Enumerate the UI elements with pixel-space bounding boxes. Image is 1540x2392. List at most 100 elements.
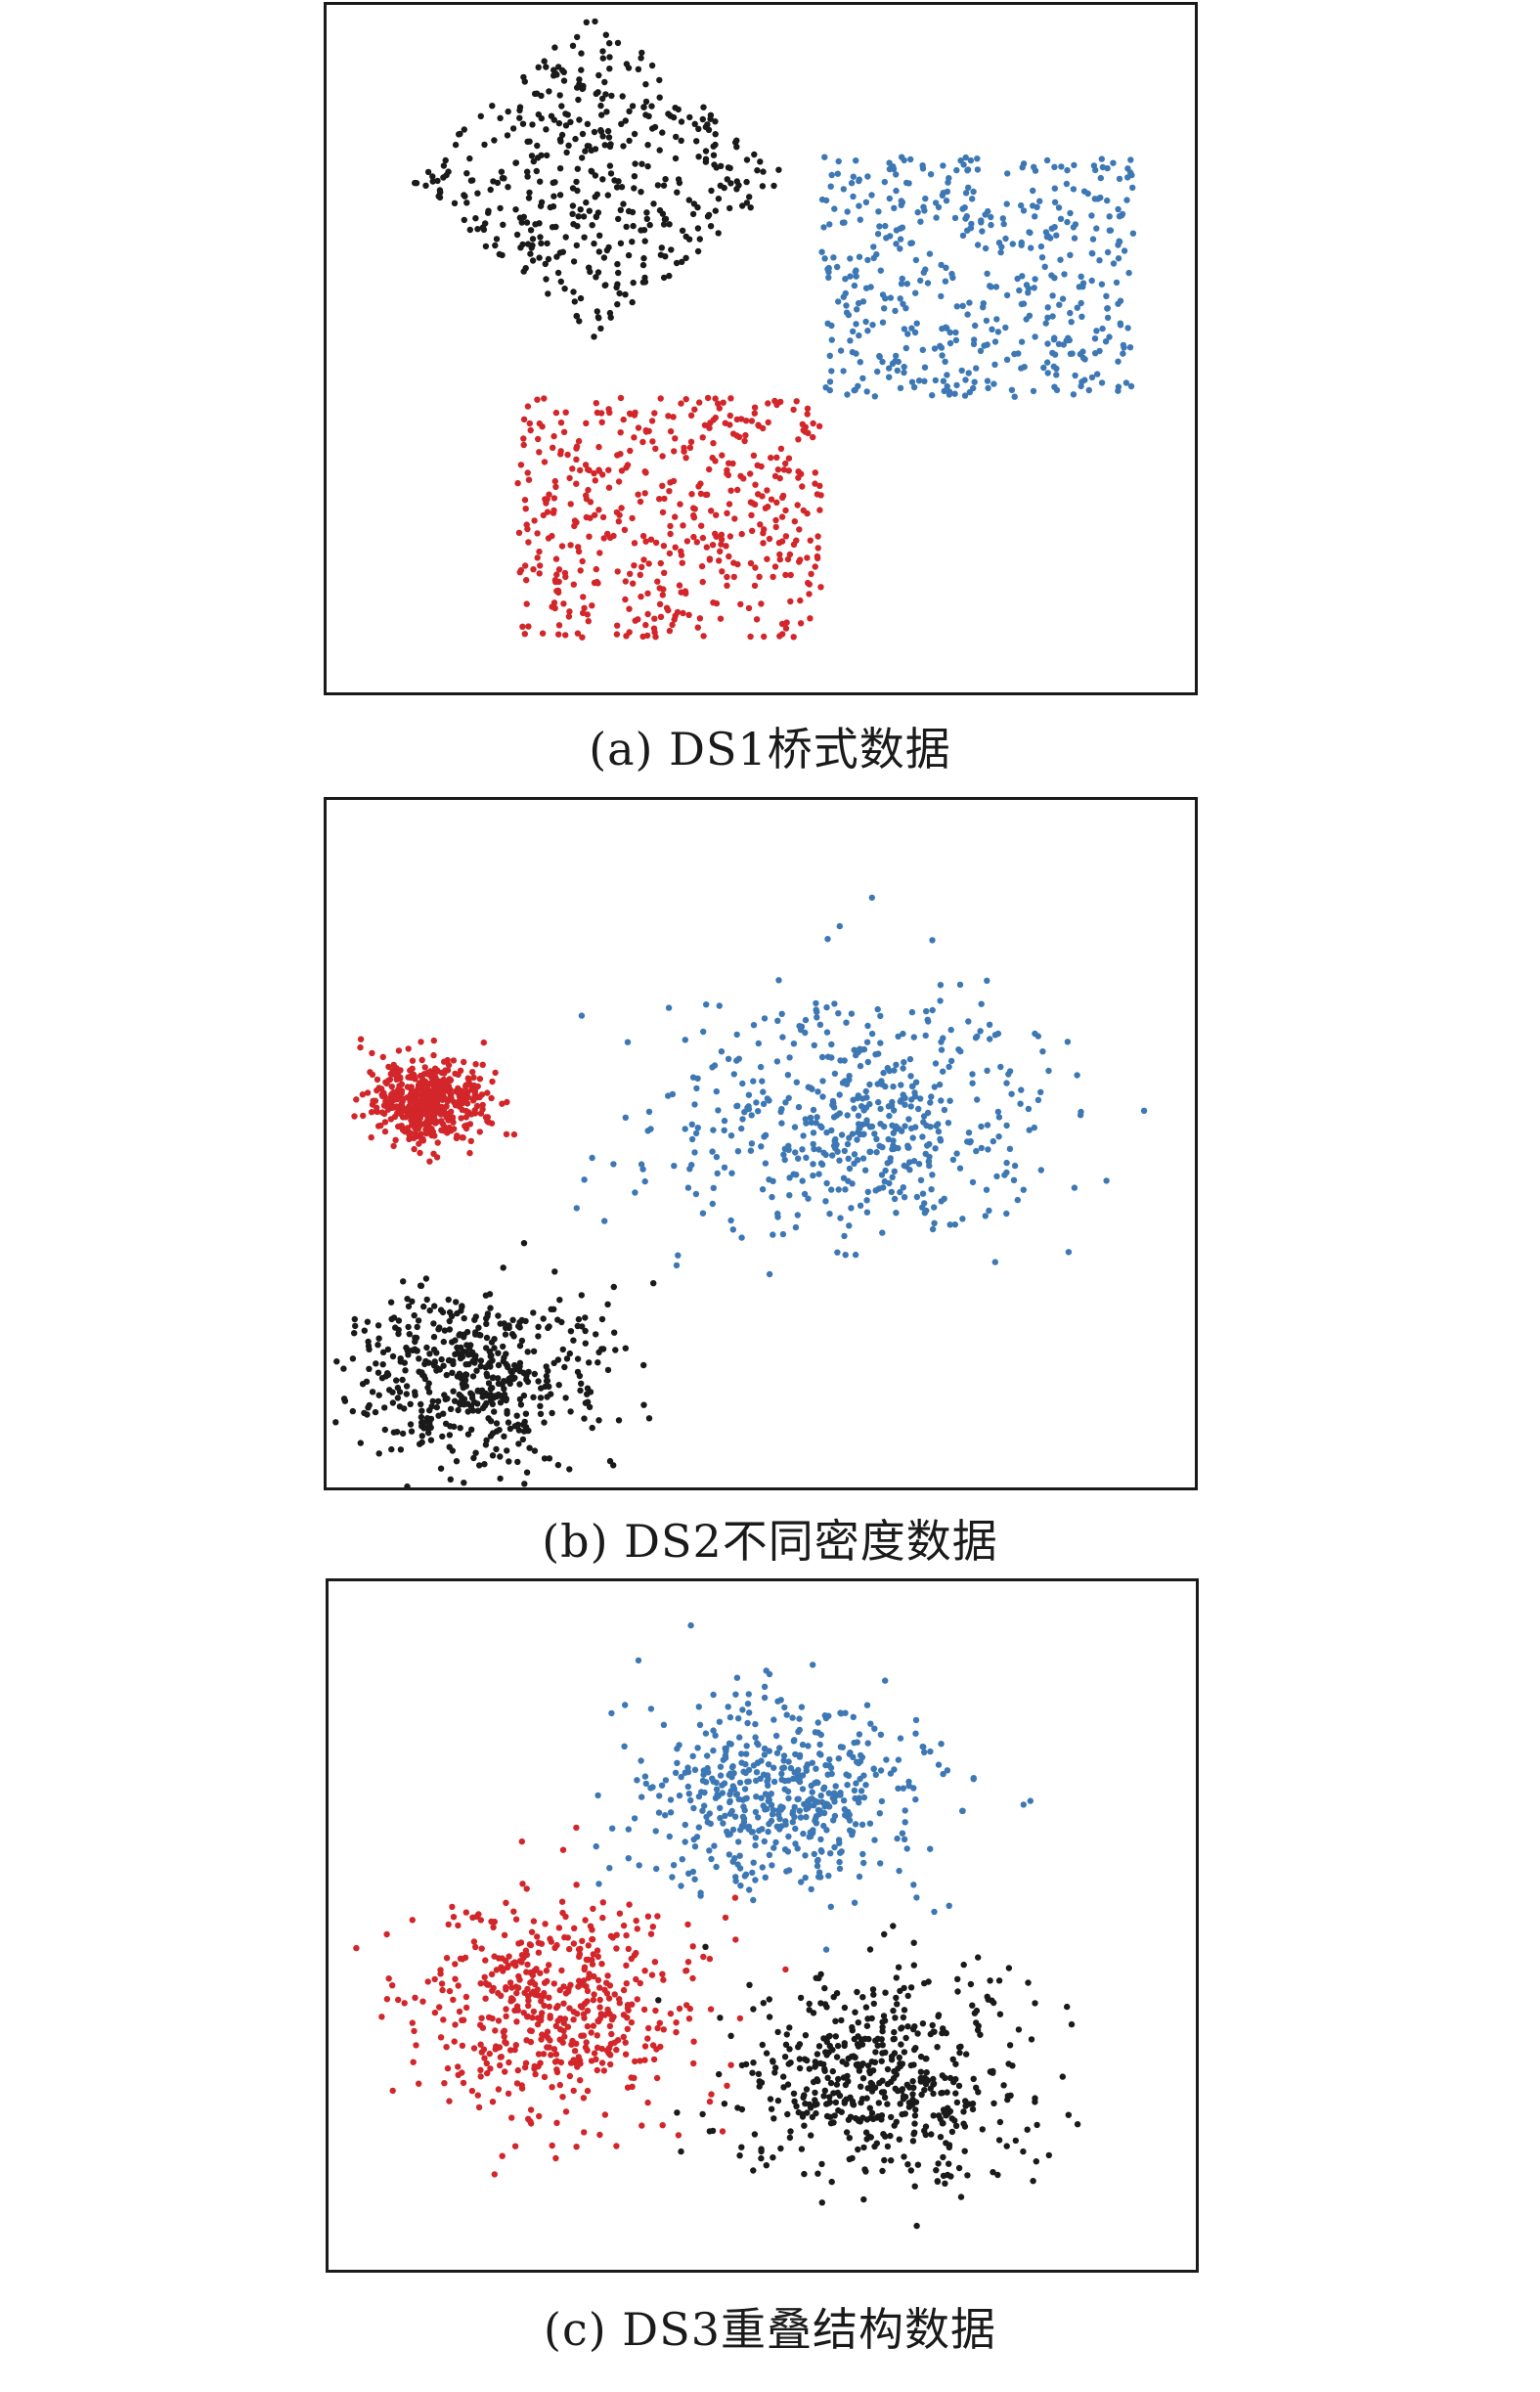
point-red: [391, 1113, 399, 1121]
point-red: [544, 2028, 551, 2035]
point-blue: [822, 1946, 830, 1953]
point-red: [633, 1975, 639, 1983]
point-blue: [826, 1762, 833, 1769]
point-black: [617, 240, 625, 246]
point-red: [708, 508, 715, 514]
point-black: [675, 106, 682, 113]
point-black: [565, 142, 572, 149]
point-blue: [966, 1139, 974, 1146]
point-red: [659, 592, 666, 598]
point-blue: [838, 1848, 845, 1855]
point-blue: [991, 1032, 999, 1039]
point-blue: [928, 1093, 935, 1100]
point-black: [524, 138, 531, 145]
point-black: [935, 2012, 943, 2018]
point-blue: [689, 1752, 696, 1759]
point-black: [890, 1923, 897, 1929]
point-black: [746, 194, 753, 200]
point-blue: [844, 1782, 851, 1789]
point-black: [556, 192, 564, 199]
point-red: [462, 1114, 469, 1121]
point-blue: [1120, 341, 1127, 349]
point-red: [725, 471, 732, 479]
point-red: [782, 533, 790, 540]
point-black: [818, 2160, 825, 2168]
point-blue: [872, 1051, 879, 1058]
point-red: [487, 2065, 494, 2072]
point-black: [558, 103, 565, 110]
point-blue: [762, 1160, 770, 1167]
point-black: [574, 1355, 582, 1362]
point-black: [545, 255, 552, 263]
point-blue: [1094, 371, 1101, 377]
point-black: [891, 2035, 898, 2043]
point-blue: [741, 1873, 748, 1880]
point-black: [435, 1326, 442, 1333]
point-red: [614, 622, 621, 629]
point-red: [779, 492, 787, 500]
point-black: [400, 1278, 407, 1285]
point-blue: [901, 369, 907, 377]
point-red: [648, 418, 656, 424]
point-black: [774, 2097, 782, 2104]
point-red: [573, 480, 580, 487]
point-blue: [932, 1145, 939, 1152]
point-red: [652, 445, 659, 452]
point-red: [585, 618, 592, 625]
point-blue: [858, 1788, 865, 1794]
point-black: [702, 1943, 709, 1950]
point-black: [351, 1330, 358, 1337]
point-blue: [665, 1004, 673, 1011]
point-blue: [826, 386, 833, 394]
point-blue: [1037, 1088, 1044, 1095]
point-red: [514, 2066, 521, 2074]
point-blue: [875, 208, 882, 215]
point-red: [475, 2104, 483, 2111]
point-blue: [935, 1761, 943, 1768]
point-red: [814, 533, 821, 540]
point-red: [422, 1086, 429, 1094]
point-blue: [831, 1000, 838, 1007]
point-black: [566, 1466, 573, 1473]
point-blue: [874, 231, 882, 238]
point-red: [426, 1158, 433, 1165]
point-red: [552, 483, 559, 490]
point-red: [560, 600, 567, 607]
point-blue: [1090, 162, 1098, 169]
point-blue: [987, 1036, 993, 1042]
point-black: [911, 2112, 919, 2119]
point-red: [699, 534, 707, 542]
point-blue: [848, 180, 856, 187]
point-blue: [813, 1120, 819, 1127]
point-red: [604, 2009, 612, 2015]
point-black: [474, 190, 481, 197]
point-blue: [893, 1123, 900, 1130]
point-black: [699, 2110, 706, 2118]
point-red: [644, 590, 651, 597]
point-black: [499, 174, 506, 182]
point-black: [446, 1432, 454, 1439]
point-black: [952, 2060, 959, 2067]
point-red: [544, 2044, 550, 2051]
point-red: [476, 1076, 484, 1083]
point-red: [574, 2011, 581, 2017]
point-red: [704, 491, 711, 498]
point-black: [586, 264, 593, 271]
point-blue: [851, 1787, 858, 1794]
point-red: [639, 532, 647, 540]
point-black: [917, 2068, 925, 2075]
point-black: [795, 2044, 802, 2051]
point-blue: [1124, 165, 1131, 172]
point-red: [641, 490, 648, 497]
point-blue: [852, 1794, 858, 1802]
point-black: [879, 2018, 886, 2025]
point-black: [556, 165, 564, 172]
point-black: [546, 1383, 552, 1391]
point-blue: [1032, 276, 1038, 283]
point-red: [528, 2027, 535, 2034]
point-red: [613, 1931, 620, 1938]
point-red: [469, 1914, 476, 1921]
point-blue: [840, 1797, 848, 1804]
point-red: [535, 1992, 542, 1999]
point-blue: [1084, 190, 1091, 198]
